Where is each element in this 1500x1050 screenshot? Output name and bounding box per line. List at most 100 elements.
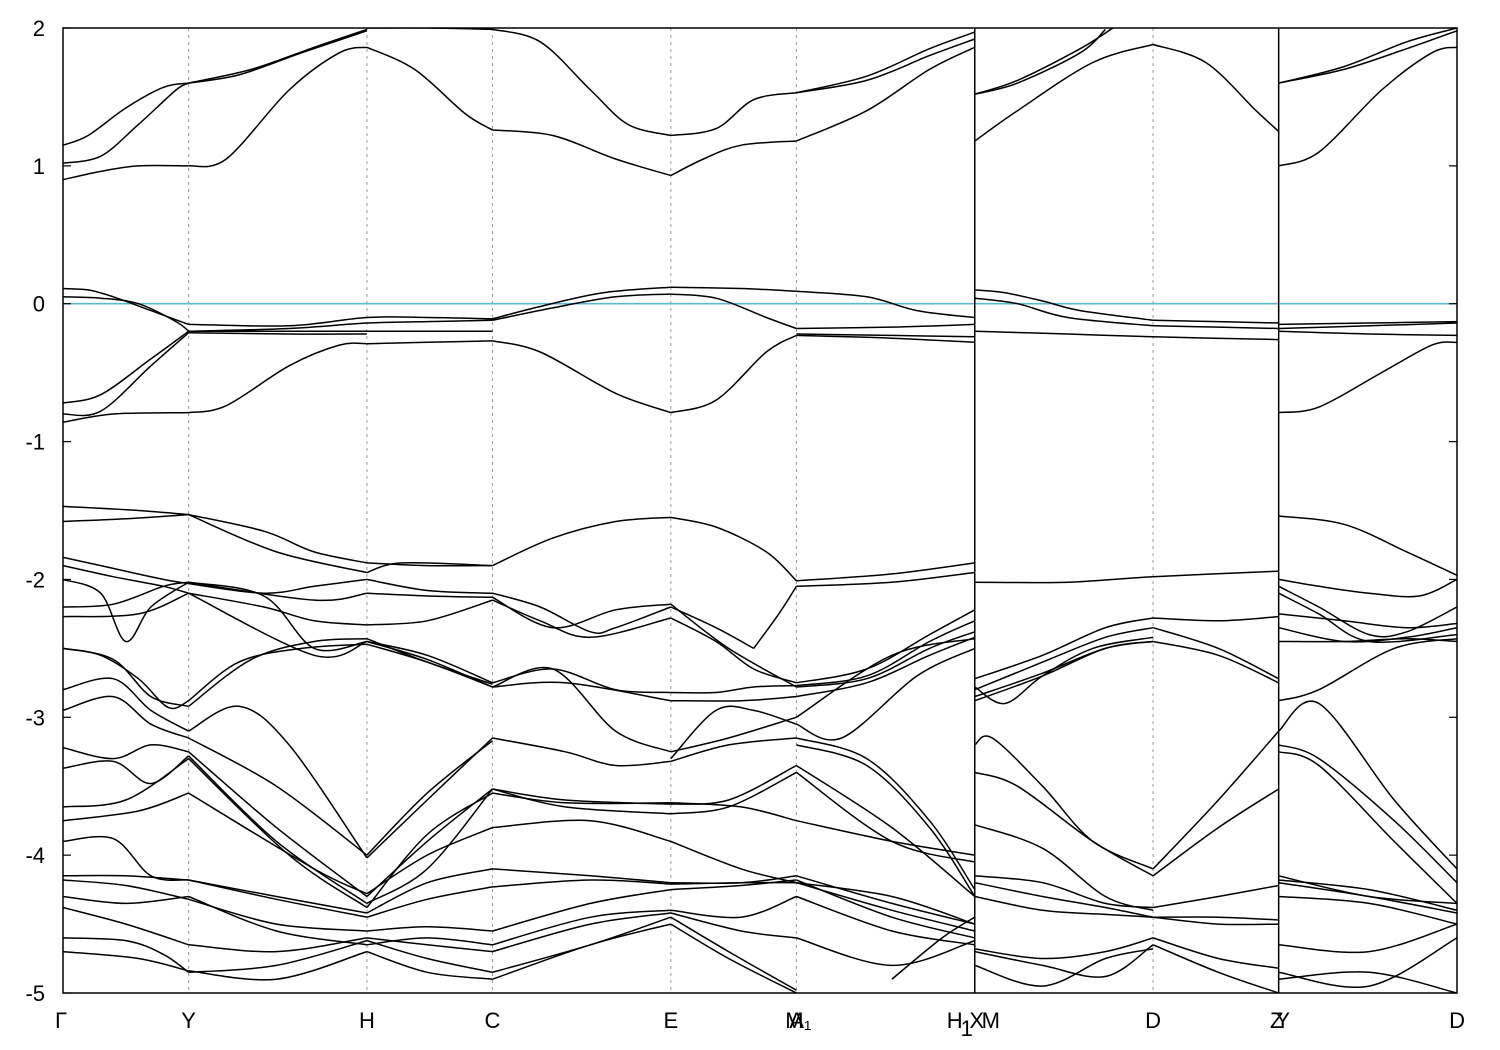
band-line (974, 570, 1279, 584)
band-line (974, 735, 1154, 870)
y-tick-label: -1 (25, 430, 45, 455)
band-line (795, 771, 975, 863)
band-line (366, 788, 494, 905)
band-line (796, 46, 976, 142)
band-line (492, 909, 671, 946)
band-line (1152, 626, 1280, 680)
band-line (796, 879, 975, 939)
band-line (63, 164, 189, 181)
band-line (1278, 46, 1457, 167)
band-line (63, 835, 189, 881)
band-line (670, 802, 797, 822)
band-line (796, 31, 976, 94)
band-line (63, 792, 189, 822)
band-line (492, 912, 671, 953)
band-line (1278, 28, 1457, 84)
band-line (974, 944, 1154, 978)
band-line (492, 792, 671, 805)
band-line (492, 681, 671, 702)
band-line (796, 895, 975, 946)
band-line (796, 881, 976, 925)
band-line (1278, 751, 1457, 904)
band-line (492, 923, 671, 980)
band-line (188, 895, 368, 946)
band-line (366, 868, 493, 914)
band-line (63, 895, 189, 905)
band-line (974, 895, 1154, 918)
band-line (670, 881, 797, 885)
band-line (974, 875, 1154, 909)
band-line (492, 516, 671, 567)
band-line (1278, 923, 1457, 954)
band-line (188, 581, 368, 602)
band-line (63, 556, 189, 585)
band-line (63, 513, 189, 523)
band-line (796, 562, 975, 582)
band-line (366, 792, 493, 908)
y-tick-label: -5 (25, 981, 45, 1006)
band-line (974, 43, 1154, 142)
band-line (796, 38, 976, 94)
band-line (796, 609, 976, 684)
x-tick-label: H (947, 1008, 963, 1033)
band-line (63, 950, 189, 972)
band-line (1278, 341, 1457, 414)
band-line (670, 140, 797, 177)
band-line (188, 513, 368, 574)
y-axis-ticks: -5 -4 -3 -2 -1 0 1 2 (25, 16, 1457, 1006)
band-line (1278, 330, 1457, 337)
band-line (1153, 325, 1279, 330)
band-line (796, 571, 975, 588)
band-line (63, 581, 189, 608)
band-line (63, 647, 189, 708)
band-line (974, 28, 1106, 95)
x-tick-label: E (663, 1008, 678, 1033)
band-line (974, 289, 1154, 322)
band-line (670, 916, 797, 991)
band-line (366, 340, 493, 345)
band-line (492, 340, 672, 414)
band-line (1278, 613, 1457, 629)
band-line (188, 751, 368, 898)
band-line (366, 740, 493, 856)
band-line (796, 937, 976, 967)
band-line (796, 636, 976, 698)
x-tick-label: A₁ (789, 1008, 811, 1033)
x-tick-label: M (785, 1008, 803, 1033)
band-line (366, 578, 493, 594)
y-tick-label: 2 (33, 16, 45, 41)
band-line (796, 819, 975, 856)
band-line (492, 788, 671, 815)
band-line (796, 620, 976, 687)
band-line (492, 28, 671, 137)
band-line (63, 505, 189, 516)
x-tick-label: D (1449, 1008, 1465, 1033)
band-line (63, 330, 190, 404)
band-line (188, 578, 368, 594)
band-line (1278, 585, 1457, 638)
band-line (366, 950, 493, 980)
band-line (63, 744, 189, 760)
band-line (1278, 744, 1457, 884)
band-line (670, 286, 797, 293)
band-line (1153, 916, 1279, 926)
band-line (188, 30, 368, 84)
band-line (1278, 881, 1457, 914)
band-line (796, 290, 975, 319)
x-tick-label: Z (1270, 1008, 1283, 1033)
band-line (1152, 944, 1279, 993)
band-line (63, 677, 189, 732)
band-line (1153, 916, 1279, 921)
band-line (188, 898, 367, 932)
band-line (796, 334, 975, 344)
band-line (1278, 30, 1457, 84)
band-line (974, 330, 1279, 341)
band-line (63, 411, 189, 424)
band-line (796, 333, 975, 338)
band-line (492, 666, 672, 753)
band-line (1152, 937, 1279, 969)
band-line (366, 926, 493, 932)
band-line (188, 755, 368, 905)
band-line (1152, 730, 1280, 870)
